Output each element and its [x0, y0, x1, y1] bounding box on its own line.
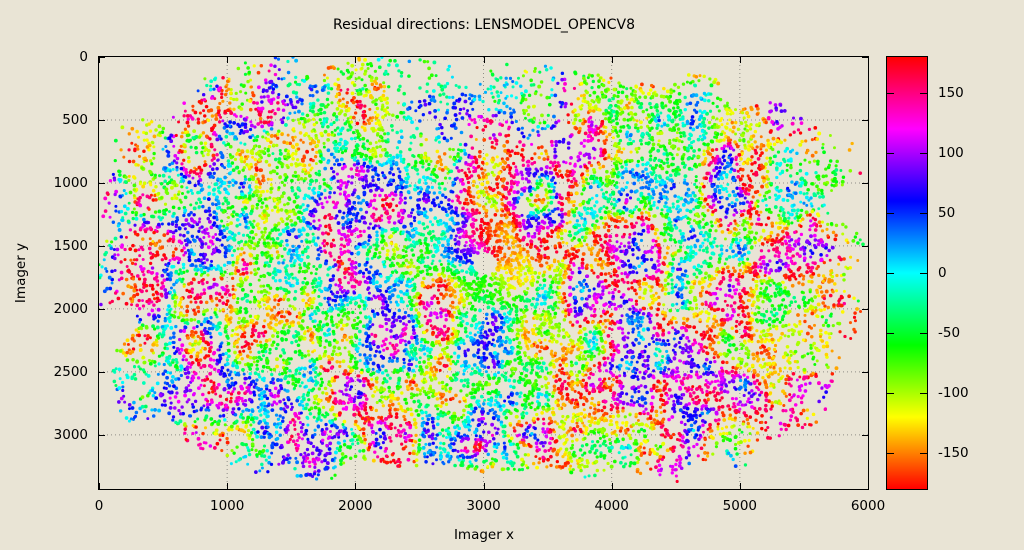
colorbar-tick-label: 0 [938, 265, 947, 281]
x-tick-label: 5000 [722, 498, 758, 514]
colorbar-tick [887, 93, 894, 94]
plot-frame [98, 56, 869, 490]
colorbar-tick-label: -50 [938, 325, 961, 341]
colorbar-tick-label: 150 [938, 85, 964, 101]
colorbar-tick-label: -150 [938, 445, 969, 461]
colorbar-tick-label: 50 [938, 205, 956, 221]
colorbar-tick [920, 153, 927, 154]
y-tick-label: 3000 [53, 426, 88, 443]
colorbar-tick [920, 273, 927, 274]
colorbar-tick [920, 333, 927, 334]
colorbar-tick [887, 333, 894, 334]
colorbar-tick [887, 393, 894, 394]
colorbar-tick [920, 93, 927, 94]
y-tick-label: 2500 [53, 363, 88, 380]
y-tick-label: 0 [79, 49, 88, 65]
colorbar-tick [920, 213, 927, 214]
x-axis-label: Imager x [453, 527, 515, 543]
colorbar-tick [920, 453, 927, 454]
colorbar-tick [887, 213, 894, 214]
scatter-canvas [99, 57, 868, 489]
colorbar-tick [887, 153, 894, 154]
colorbar-tick [920, 393, 927, 394]
colorbar-tick-label: 100 [938, 145, 964, 161]
x-tick-label: 1000 [209, 498, 245, 514]
chart-title: Residual directions: LENSMODEL_OPENCV8 [333, 17, 635, 33]
y-tick-label: 1000 [53, 174, 88, 191]
x-tick-label: 0 [94, 498, 104, 514]
y-tick-label: 2000 [53, 300, 88, 317]
x-tick-label: 3000 [466, 498, 501, 514]
y-tick-label: 500 [62, 111, 88, 128]
colorbar-tick [887, 273, 894, 274]
x-tick-label: 4000 [594, 498, 629, 514]
colorbar-tick [887, 453, 894, 454]
colorbar-tick-label: -100 [938, 385, 969, 401]
y-tick-label: 1500 [53, 237, 88, 254]
x-tick-label: 2000 [338, 498, 373, 514]
x-tick-label: 6000 [850, 498, 886, 514]
